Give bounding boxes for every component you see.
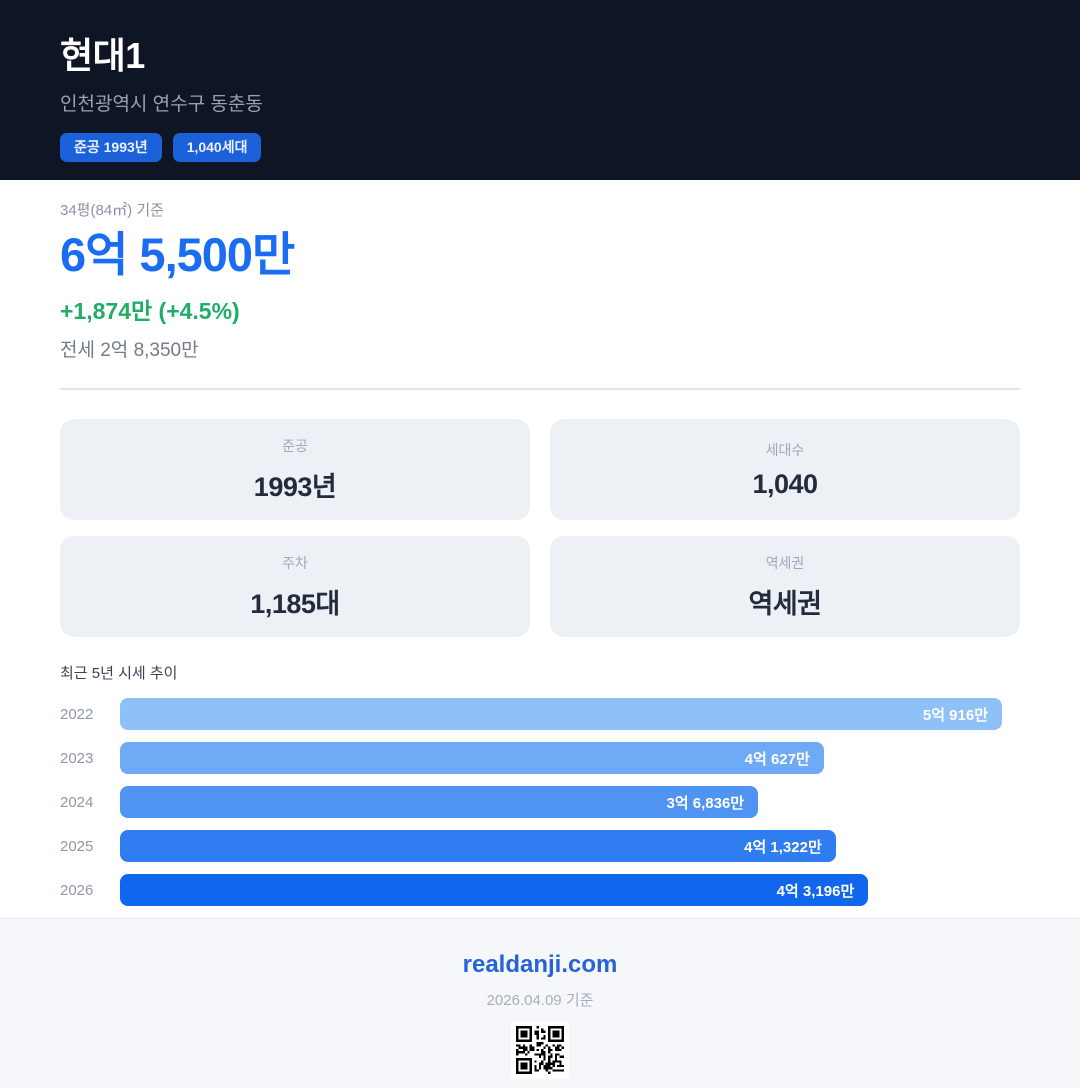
chart-bar-value: 5억 916만 <box>922 706 988 724</box>
section-divider <box>60 388 1020 391</box>
chart-row: 2024 3억 6,836만 <box>60 786 1020 819</box>
site-link[interactable]: realdanji.com <box>462 951 618 979</box>
badge-row: 준공 1993년 1,040세대 <box>60 132 1020 162</box>
stat-card-built: 준공 1993년 <box>60 419 530 521</box>
apartment-address: 인천광역시 연수구 동춘동 <box>60 93 263 115</box>
chart-year-label: 2024 <box>60 793 94 811</box>
chart-bar-value: 4억 627만 <box>744 750 810 768</box>
chart-bar-value: 4억 1,322만 <box>744 838 822 856</box>
chart-bar-track: 4억 3,196만 <box>120 874 1020 907</box>
chart-bar: 4억 1,322만 <box>120 830 836 863</box>
chart-bar-track: 5억 916만 <box>120 698 1020 731</box>
household-count-badge: 1,040세대 <box>172 132 262 162</box>
header: 현대1 인천광역시 연수구 동춘동 준공 1993년 1,040세대 <box>0 0 1080 180</box>
chart-year-label: 2026 <box>60 881 94 899</box>
qr-code <box>511 1020 569 1079</box>
chart-row: 2025 4억 1,322만 <box>60 830 1020 863</box>
footer: realdanji.com 2026.04.09 기준 <box>0 918 1080 1088</box>
stat-card-station: 역세권 역세권 <box>550 536 1020 638</box>
stat-value: 역세권 <box>748 588 822 619</box>
stat-value: 1,185대 <box>250 588 340 619</box>
reference-date: 2026.04.09 기준 <box>486 991 594 1009</box>
price-trend-chart: 최근 5년 시세 추이 2022 5억 916만 2023 4억 627만 2024 3억… <box>60 662 1020 918</box>
chart-rows: 2022 5억 916만 2023 4억 627만 2024 3억 6,836만 2025 4… <box>60 698 1020 907</box>
stat-label: 주차 <box>282 554 308 571</box>
chart-year-label: 2022 <box>60 705 94 723</box>
stat-card-parking: 주차 1,185대 <box>60 536 530 638</box>
chart-bar-track: 4억 1,322만 <box>120 830 1020 863</box>
chart-year-label: 2025 <box>60 837 94 855</box>
chart-bar: 5억 916만 <box>120 698 1002 731</box>
chart-row: 2022 5억 916만 <box>60 698 1020 731</box>
stats-grid: 준공 1993년 세대수 1,040 주차 1,185대 역세권 역세권 <box>60 419 1020 638</box>
chart-bar: 4억 3,196만 <box>120 874 869 907</box>
current-price: 6억 5,500만 <box>60 228 295 281</box>
stat-label: 준공 <box>282 437 308 454</box>
stat-label: 세대수 <box>765 441 805 458</box>
stat-value: 1993년 <box>253 471 337 502</box>
chart-bar-value: 3억 6,836만 <box>666 794 745 812</box>
chart-row: 2023 4억 627만 <box>60 742 1020 775</box>
chart-bar-track: 4억 627만 <box>120 742 1020 775</box>
jeonse-price: 전세 2억 8,350만 <box>60 339 199 361</box>
chart-year-label: 2023 <box>60 749 94 767</box>
chart-bar-track: 3억 6,836만 <box>120 786 1020 819</box>
apartment-name: 현대1 <box>60 35 145 76</box>
price-change: +1,874만 (+4.5%) <box>60 298 240 325</box>
price-basis-label: 34평(84㎡) 기준 <box>60 202 164 219</box>
built-year-badge: 준공 1993년 <box>60 132 162 162</box>
chart-bar: 3억 6,836만 <box>120 786 759 819</box>
stat-value: 1,040 <box>752 468 818 499</box>
chart-bar: 4억 627만 <box>120 742 824 775</box>
chart-bar-value: 4억 3,196만 <box>776 882 855 900</box>
chart-title: 최근 5년 시세 추이 <box>60 665 178 683</box>
chart-row: 2026 4억 3,196만 <box>60 874 1020 907</box>
price-section: 34평(84㎡) 기준 6억 5,500만 +1,874만 (+4.5%) 전세… <box>0 180 1080 362</box>
stat-card-households: 세대수 1,040 <box>550 419 1020 521</box>
stat-label: 역세권 <box>765 554 805 571</box>
